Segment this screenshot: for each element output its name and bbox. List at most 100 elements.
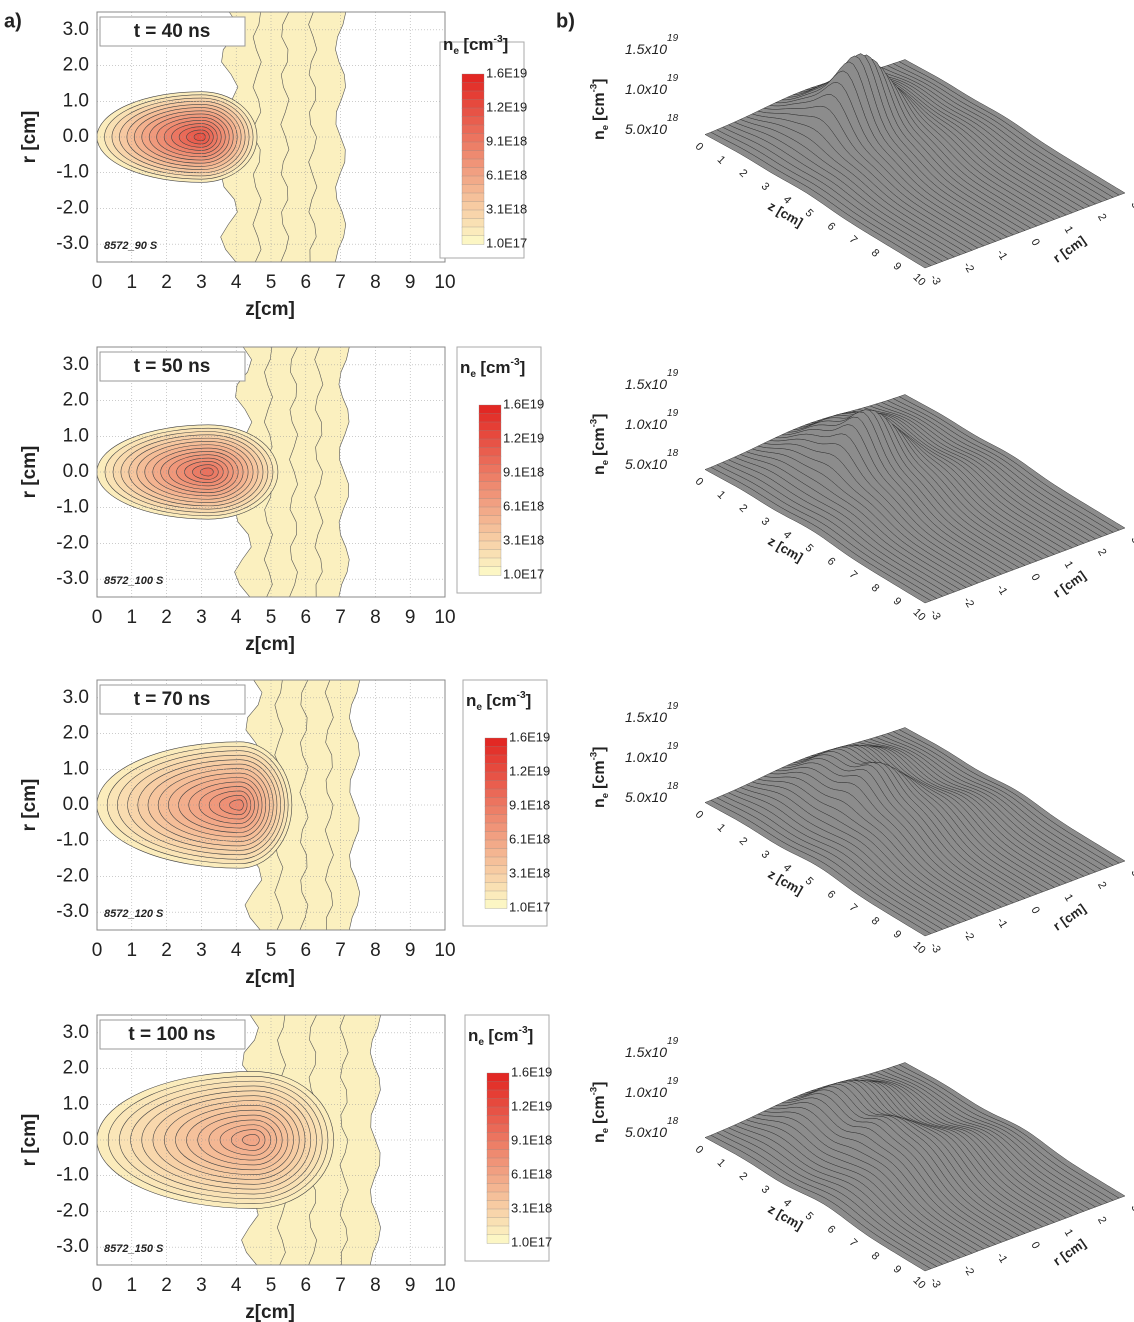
mantissa: 1.5x10: [625, 41, 667, 57]
x-tick-label: 10: [434, 272, 455, 293]
colorbar-step: [478, 464, 502, 474]
z-tick-label: 1: [715, 489, 728, 502]
x-tick-label: 0: [92, 272, 103, 293]
z-tick-label: 7: [847, 902, 860, 915]
colorbar-label: 9.1E18: [503, 464, 544, 479]
z-tick-label: 10: [910, 271, 927, 288]
y-tick-label: -3.0: [56, 233, 89, 254]
colorbar-label: 3.1E18: [486, 201, 527, 216]
symbol: n: [443, 35, 453, 54]
colorbar-label: 9.1E18: [486, 133, 527, 148]
r-tick-label: 3: [1128, 1202, 1134, 1213]
colorbar-step: [484, 831, 508, 841]
colorbar-step: [484, 890, 508, 901]
colorbar-step: [461, 167, 485, 177]
z-tick-label: 9: [891, 1263, 904, 1276]
z-tick-label: 0: [693, 476, 706, 489]
r-tick-label: 2: [1095, 1215, 1108, 1226]
colorbar-step: [478, 566, 502, 576]
colorbar-step: [486, 1149, 510, 1159]
z-tick-label: 10: [910, 939, 927, 956]
exponent: 19: [667, 368, 679, 379]
colorbar-label: 1.2E19: [509, 763, 550, 778]
panel-label: b): [556, 10, 575, 32]
x-tick-label: 2: [161, 940, 172, 961]
subscript: e: [470, 369, 476, 380]
colorbar-step: [484, 797, 508, 807]
z-tick-label: 3: [759, 180, 772, 193]
unit: [cm: [488, 1026, 518, 1045]
colorbar-step: [461, 107, 485, 118]
r-tick-label: 2: [1095, 212, 1108, 223]
unit: [cm: [480, 358, 510, 377]
z-tick-label: 6: [825, 220, 838, 233]
colorbar-step: [486, 1157, 510, 1168]
y-tick-label: -1.0: [56, 1165, 89, 1186]
r-tick-label: -3: [927, 941, 942, 955]
r-tick-label: 0: [1028, 905, 1041, 916]
unit: [cm: [591, 92, 608, 120]
x-tick-label: 4: [231, 272, 242, 293]
contour-line: [289, 346, 298, 598]
y-axis-title: r [cm]: [19, 779, 40, 832]
z-tick-label: 7: [847, 234, 860, 247]
z-tick-label: 2: [737, 1170, 750, 1183]
colorbar-step: [478, 549, 502, 559]
n-tick-label: 1.5x1019: [625, 368, 679, 392]
colorbar-step: [484, 746, 508, 756]
r-tick-label: 0: [1028, 572, 1041, 583]
x-tick-label: 9: [405, 1275, 416, 1296]
y-tick-label: 3.0: [63, 354, 89, 375]
y-tick-label: -1.0: [56, 830, 89, 851]
x-tick-label: 10: [434, 607, 455, 628]
x-tick-label: 8: [370, 1275, 381, 1296]
superscript: -3: [588, 419, 599, 428]
r-tick-label: -1: [994, 1251, 1009, 1265]
exponent: 19: [667, 73, 679, 84]
x-axis-title: z[cm]: [245, 967, 295, 988]
colorbar-step: [478, 515, 502, 525]
exponent: 18: [667, 113, 679, 124]
colorbar-step: [486, 1225, 510, 1236]
colorbar-step: [486, 1140, 510, 1151]
z-tick-label: 0: [693, 809, 706, 822]
colorbar-label: 1.2E19: [486, 99, 527, 114]
colorbar-step: [478, 430, 502, 440]
colorbar-step: [484, 771, 508, 782]
colorbar-label: 1.2E19: [511, 1098, 552, 1113]
colorbar-step: [478, 506, 502, 517]
unit: [cm: [486, 691, 516, 710]
colorbar-step: [461, 226, 485, 237]
z-tick-label: 6: [825, 1223, 838, 1236]
colorbar-step: [484, 856, 508, 867]
y-tick-label: 0.0: [63, 1129, 89, 1150]
z-tick-label: 2: [737, 502, 750, 515]
x-axis-title: z[cm]: [245, 1302, 295, 1322]
x-tick-label: 7: [335, 1275, 346, 1296]
axis-title: ne [cm-3]: [588, 747, 610, 808]
x-tick-label: 5: [266, 272, 277, 293]
colorbar-step: [461, 116, 485, 126]
colorbar-label: 3.1E18: [509, 865, 550, 880]
colorbar-label: 3.1E18: [511, 1200, 552, 1215]
colorbar-step: [486, 1098, 510, 1108]
mantissa: 1.5x10: [625, 709, 667, 725]
y-tick-label: -1.0: [56, 162, 89, 183]
subscript: e: [453, 46, 459, 57]
colorbar-label: 1.0E17: [486, 235, 527, 250]
y-tick-label: 0.0: [63, 461, 89, 482]
bracket: ]: [528, 1026, 534, 1045]
colorbar-step: [478, 413, 502, 423]
colorbar-label: 3.1E18: [503, 532, 544, 547]
superscript: -3: [519, 1025, 528, 1036]
n-tick-label: 1.0x1019: [625, 73, 679, 97]
bracket: ]: [503, 35, 509, 54]
r-tick-label: -1: [994, 916, 1009, 930]
y-tick-label: 2.0: [63, 55, 89, 76]
subscript: e: [599, 125, 610, 130]
time-box: [99, 16, 246, 47]
exponent: 18: [667, 1116, 679, 1127]
bracket: ]: [591, 1082, 608, 1087]
colorbar-label: 1.6E19: [486, 65, 527, 80]
